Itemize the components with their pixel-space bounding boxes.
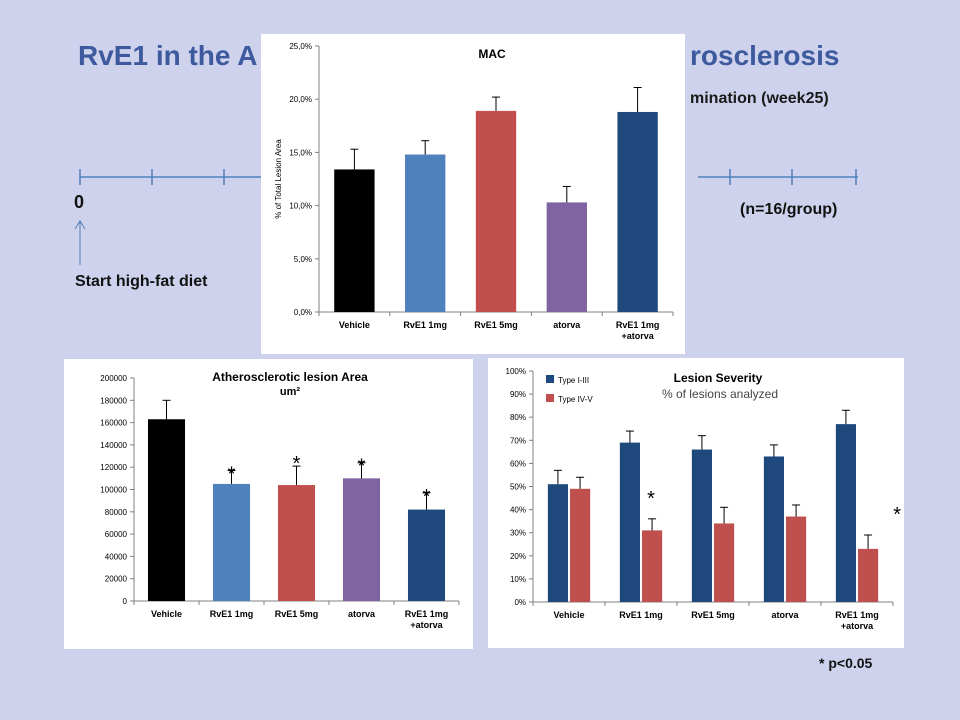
category-label: +atorva <box>621 331 654 341</box>
category-label: Vehicle <box>553 610 584 620</box>
y-tick-label: 140000 <box>100 441 127 450</box>
bar <box>691 449 712 602</box>
category-label: atorva <box>771 610 799 620</box>
lesion-area-chart-panel: 0 20000 40000 60000 80000 100000 120000 140000 1… <box>64 359 473 649</box>
y-tick-label: 20,0% <box>289 95 312 104</box>
y-tick-label: 0% <box>514 598 526 607</box>
significance-star: * <box>423 486 431 508</box>
category-label: Vehicle <box>339 320 370 330</box>
legend-label: Type IV-V <box>558 395 593 404</box>
lesion-area-chart: 0 20000 40000 60000 80000 100000 120000 140000 1… <box>100 370 460 630</box>
n-per-group-label: (n=16/group) <box>740 201 838 218</box>
category-label: RvE1 1mg <box>405 609 449 619</box>
y-tick-label: 40% <box>510 506 526 515</box>
y-tick-label: 80% <box>510 413 526 422</box>
start-arrow-head <box>74 220 86 230</box>
bar <box>714 523 735 602</box>
y-tick-label: 5,0% <box>294 255 312 264</box>
start-diet-label: Start high-fat diet <box>75 273 208 290</box>
y-tick-label: 20000 <box>105 575 128 584</box>
bar <box>619 442 640 602</box>
y-tick-label: 50% <box>510 483 526 492</box>
significance-star: * <box>293 453 301 475</box>
y-tick-label: 160000 <box>100 419 127 428</box>
y-tick-label: 90% <box>510 390 526 399</box>
bar <box>547 484 568 602</box>
bar <box>786 516 807 602</box>
y-tick-label: 100000 <box>100 486 127 495</box>
slide-title-right: rosclerosis <box>690 40 840 71</box>
bar <box>277 485 316 601</box>
bar <box>546 202 587 312</box>
y-tick-label: 60% <box>510 459 526 468</box>
mac-chart: 0,0% 5,0% 10,0% 15,0% 20,0% 25,0% Vehicle RvE1 … <box>274 42 674 341</box>
y-tick-label: 60000 <box>105 530 128 539</box>
y-tick-label: 80000 <box>105 508 128 517</box>
chart-title: Lesion Severity <box>674 371 763 385</box>
legend-label: Type I-III <box>558 376 589 385</box>
bar <box>147 419 186 601</box>
chart-subtitle: um² <box>280 386 301 398</box>
bar <box>342 478 381 601</box>
category-label: RvE1 5mg <box>691 610 735 620</box>
bar <box>835 424 856 602</box>
bar <box>407 509 446 601</box>
lesion-severity-chart-panel: 0% 10% 20% 30% 40% 50% 60% 70% 80% 90% 100% Vehicle… <box>488 358 904 648</box>
legend-swatch <box>546 375 554 383</box>
chart-subtitle: % of lesions analyzed <box>662 387 778 401</box>
y-tick-label: 15,0% <box>289 148 312 157</box>
category-label: RvE1 5mg <box>275 609 319 619</box>
y-tick-label: 200000 <box>100 374 127 383</box>
bar <box>858 548 879 602</box>
y-tick-label: 180000 <box>100 396 127 405</box>
bar <box>212 483 251 601</box>
significance-star: * <box>358 456 366 478</box>
legend-swatch <box>546 394 554 402</box>
significance-star: * <box>647 488 655 510</box>
y-tick-label: 120000 <box>100 463 127 472</box>
category-label: RvE1 1mg <box>210 609 254 619</box>
chart-title: Atherosclerotic lesion Area <box>212 370 368 384</box>
bar <box>642 530 663 602</box>
slide-title-left: RvE1 in the A <box>78 40 258 71</box>
category-label: RvE1 5mg <box>474 320 518 330</box>
chart-title: MAC <box>478 47 506 61</box>
y-axis-label: % of Total Lesion Area <box>274 139 283 219</box>
bar <box>617 111 658 312</box>
pvalue-note: * p<0.05 <box>819 655 873 671</box>
bar <box>405 154 446 312</box>
significance-star: * <box>893 504 901 526</box>
lesion-severity-chart: 0% 10% 20% 30% 40% 50% 60% 70% 80% 90% 100% Vehicle… <box>506 367 902 631</box>
y-tick-label: 10% <box>510 575 526 584</box>
timeline-zero-label: 0 <box>74 192 85 212</box>
category-label: RvE1 1mg <box>619 610 663 620</box>
significance-star: * <box>228 464 236 486</box>
category-label: RvE1 1mg <box>403 320 447 330</box>
bar <box>763 456 784 602</box>
bar <box>475 110 517 313</box>
category-label: +atorva <box>841 621 874 631</box>
y-tick-label: 100% <box>506 367 526 376</box>
category-label: RvE1 1mg <box>835 610 879 620</box>
category-label: Vehicle <box>151 609 182 619</box>
y-tick-label: 20% <box>510 552 526 561</box>
bar <box>570 488 591 602</box>
category-label: RvE1 1mg <box>616 320 660 330</box>
y-tick-label: 0,0% <box>294 308 312 317</box>
category-label: atorva <box>348 609 376 619</box>
mac-chart-panel: 0,0% 5,0% 10,0% 15,0% 20,0% 25,0% Vehicle RvE1 … <box>261 34 685 354</box>
y-tick-label: 70% <box>510 436 526 445</box>
category-label: atorva <box>553 320 581 330</box>
termination-label: mination (week25) <box>690 90 829 107</box>
y-tick-label: 10,0% <box>289 202 312 211</box>
y-tick-label: 30% <box>510 529 526 538</box>
y-tick-label: 25,0% <box>289 42 312 51</box>
y-tick-label: 40000 <box>105 552 128 561</box>
y-tick-label: 0 <box>123 597 128 606</box>
bar <box>334 169 375 312</box>
category-label: +atorva <box>410 620 443 630</box>
